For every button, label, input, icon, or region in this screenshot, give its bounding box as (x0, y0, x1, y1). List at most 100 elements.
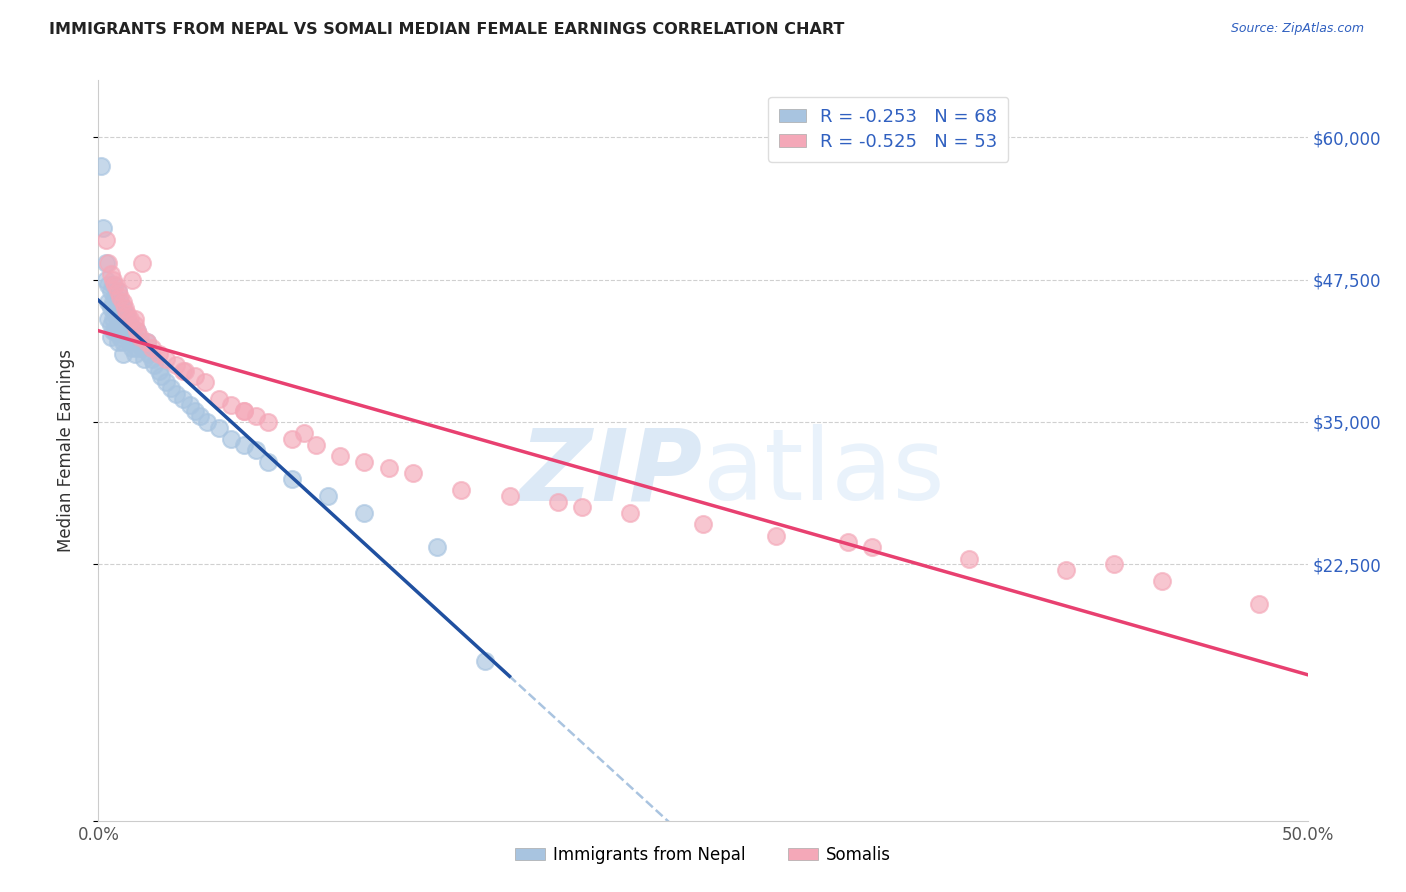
Point (94, 272, 117, 286)
Point (221, 398, 243, 412)
Point (107, 284, 129, 298)
Point (426, 541, 449, 555)
Point (127, 324, 149, 338)
Legend: R = -0.253   N = 68, R = -0.525   N = 53: R = -0.253 N = 68, R = -0.525 N = 53 (768, 96, 1008, 161)
Point (692, 517, 714, 532)
Point (402, 467, 425, 481)
Point (124, 346, 146, 360)
Point (221, 432, 243, 446)
Point (117, 307, 139, 321)
Point (765, 529, 787, 543)
Point (148, 364, 170, 378)
Text: IMMIGRANTS FROM NEPAL VS SOMALI MEDIAN FEMALE EARNINGS CORRELATION CHART: IMMIGRANTS FROM NEPAL VS SOMALI MEDIAN F… (49, 22, 845, 37)
Point (107, 301, 129, 315)
Point (184, 369, 207, 384)
Point (316, 489, 339, 503)
Point (174, 364, 197, 378)
Point (94, 255, 117, 269)
Point (90, 159, 112, 173)
Point (474, 654, 496, 668)
Point (127, 341, 149, 355)
Point (141, 341, 163, 355)
Point (101, 295, 124, 310)
Point (256, 415, 278, 429)
Point (108, 295, 131, 310)
Point (124, 329, 146, 343)
Point (121, 324, 143, 338)
Point (155, 375, 177, 389)
Point (100, 284, 122, 298)
Point (172, 364, 194, 378)
Point (104, 324, 127, 338)
Point (124, 312, 146, 326)
Point (101, 324, 124, 338)
Point (107, 284, 129, 298)
Point (1249, 597, 1271, 611)
Point (107, 335, 129, 350)
Point (179, 398, 201, 412)
Point (118, 318, 141, 333)
Point (111, 346, 134, 360)
Point (97, 255, 120, 269)
Point (128, 329, 150, 343)
Point (194, 375, 217, 389)
Point (377, 460, 399, 475)
Legend: Immigrants from Nepal, Somalis: Immigrants from Nepal, Somalis (509, 839, 897, 871)
Point (101, 312, 124, 326)
Point (114, 301, 136, 315)
Point (97, 278, 120, 293)
Point (498, 489, 520, 503)
Y-axis label: Median Female Earnings: Median Female Earnings (56, 349, 75, 552)
Point (135, 335, 157, 350)
Point (172, 392, 194, 407)
Point (121, 272, 143, 286)
Point (100, 318, 122, 333)
Point (104, 278, 127, 293)
Point (1102, 558, 1125, 572)
Point (100, 301, 122, 315)
Point (135, 335, 157, 350)
Point (121, 341, 143, 355)
Point (155, 352, 177, 367)
Point (232, 438, 254, 452)
Point (547, 494, 569, 508)
Point (108, 312, 131, 326)
Point (94, 233, 117, 247)
Point (571, 500, 593, 515)
Point (353, 455, 375, 469)
Point (245, 443, 267, 458)
Point (128, 335, 150, 350)
Point (97, 312, 120, 326)
Point (160, 381, 183, 395)
Point (1152, 574, 1174, 589)
Point (232, 403, 254, 417)
Point (124, 318, 146, 333)
Point (619, 506, 641, 520)
Point (353, 506, 375, 520)
Point (860, 541, 883, 555)
Point (141, 352, 163, 367)
Point (245, 409, 267, 424)
Point (208, 392, 231, 407)
Point (143, 358, 166, 372)
Point (97, 295, 120, 310)
Point (281, 432, 304, 446)
Point (131, 341, 153, 355)
Point (1054, 563, 1077, 577)
Point (108, 290, 131, 304)
Point (107, 318, 129, 333)
Point (111, 335, 134, 350)
Point (108, 329, 131, 343)
Point (281, 472, 304, 486)
Point (114, 324, 136, 338)
Point (134, 352, 156, 367)
Point (118, 312, 141, 326)
Point (114, 307, 136, 321)
Point (117, 312, 139, 326)
Point (188, 409, 211, 424)
Text: Source: ZipAtlas.com: Source: ZipAtlas.com (1230, 22, 1364, 36)
Point (104, 290, 127, 304)
Point (91, 221, 114, 235)
Point (117, 329, 139, 343)
Point (100, 267, 122, 281)
